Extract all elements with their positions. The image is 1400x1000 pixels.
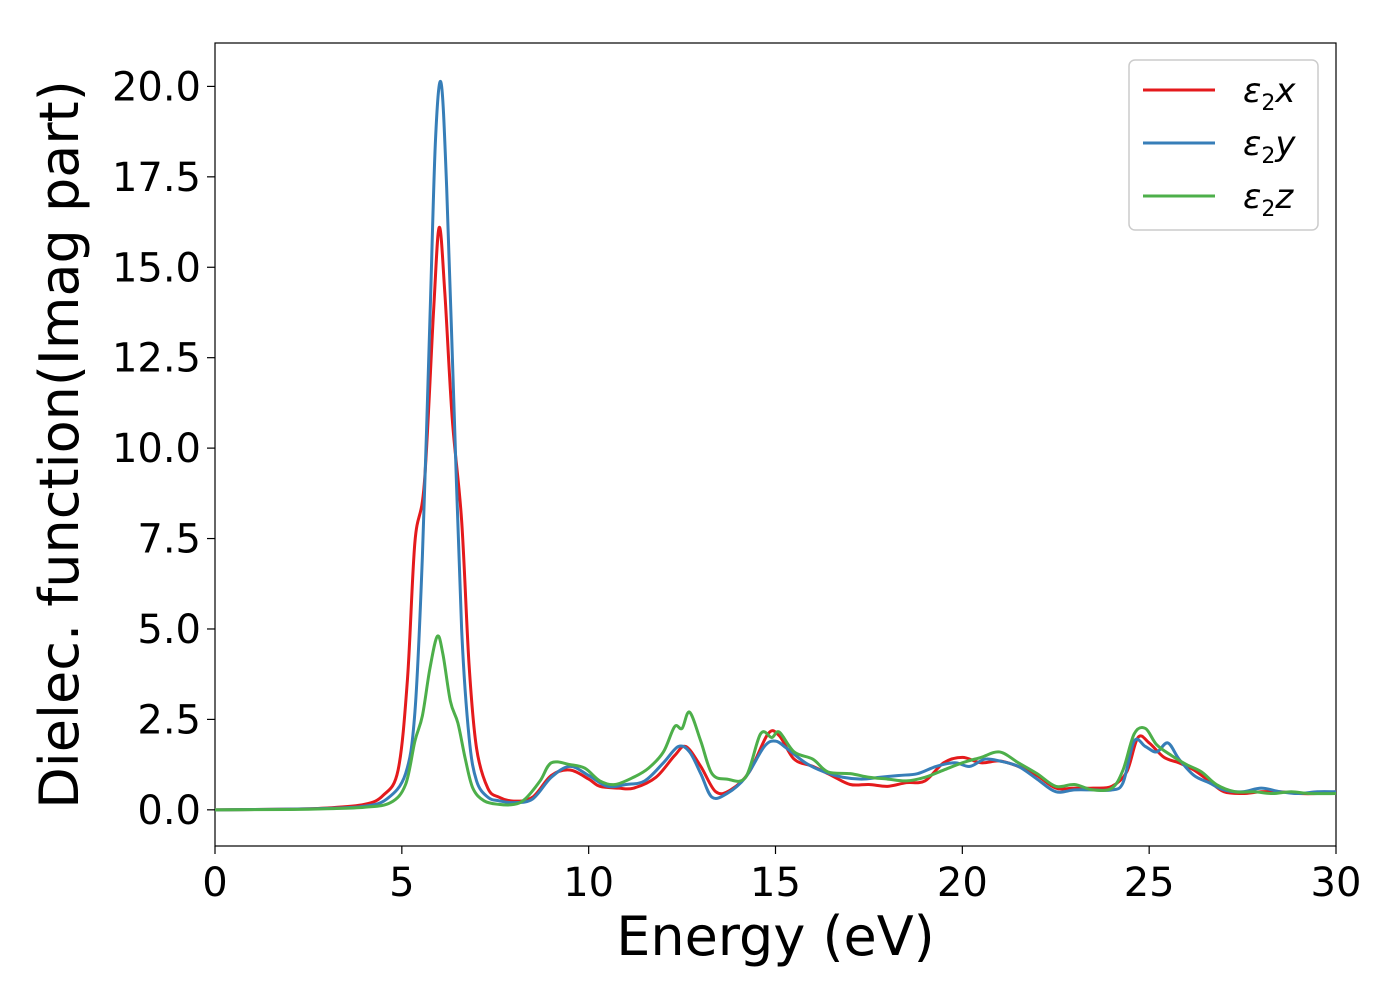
x-tick-label: 0 [202,860,227,906]
x-tick-label: 30 [1311,860,1362,906]
y-tick-label: 20.0 [112,64,201,110]
legend-label-y: ε2y [1243,124,1296,169]
x-tick-label: 5 [389,860,414,906]
y-tick-label: 5.0 [137,607,201,653]
x-tick-label: 10 [563,860,614,906]
y-tick-label: 12.5 [112,336,201,382]
y-axis: 0.0 2.5 5.0 7.5 10.0 12.5 15.0 17.5 20.0 [112,64,215,834]
x-tick-label: 25 [1124,860,1175,906]
y-axis-label: Dielec. function(Imag part) [28,80,91,809]
series-layer [215,79,1336,812]
x-tick-label: 15 [750,860,801,906]
y-tick-label: 17.5 [112,155,201,201]
legend-label-x: ε2x [1243,71,1296,116]
y-tick-label: 0.0 [137,788,201,834]
series-line-z [215,634,1336,812]
y-tick-label: 10.0 [112,426,201,472]
legend-label-z: ε2z [1243,177,1294,222]
x-axis: 0 5 10 15 20 25 30 [202,846,1361,906]
y-tick-label: 2.5 [137,697,201,743]
x-tick-label: 20 [937,860,988,906]
x-axis-label: Energy (eV) [616,905,935,968]
legend: ε2x ε2y ε2z [1128,59,1319,231]
legend-box [1128,59,1319,231]
y-tick-label: 7.5 [137,517,201,563]
y-tick-label: 15.0 [112,245,201,291]
